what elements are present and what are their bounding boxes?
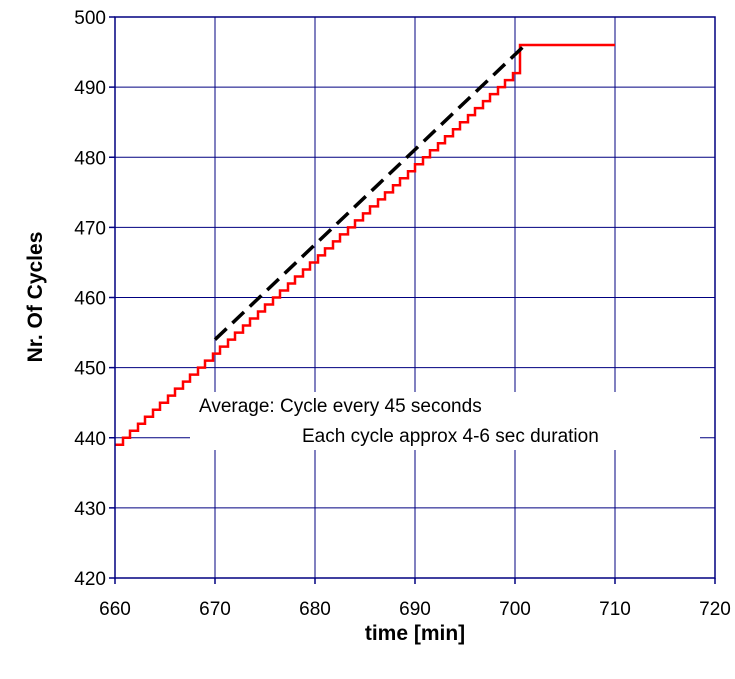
y-tick-label: 470: [74, 218, 106, 239]
annotation-box: [190, 392, 700, 450]
y-tick-label: 420: [74, 569, 106, 590]
y-tick-labels: 420 430 440 450 460 470 480 490 500: [74, 8, 106, 590]
y-tick-label: 440: [74, 429, 106, 450]
annotation-line-1: Average: Cycle every 45 seconds: [199, 396, 482, 417]
x-tick-label: 660: [99, 599, 131, 620]
series-layer: [115, 43, 615, 447]
y-tick-label: 430: [74, 499, 106, 520]
x-tick-label: 690: [399, 599, 431, 620]
grid: [115, 17, 715, 578]
x-tick-labels: 660 670 680 690 700 710 720: [99, 599, 731, 620]
x-tick-label: 680: [299, 599, 331, 620]
x-tick-label: 700: [499, 599, 531, 620]
annotation-line-2: Each cycle approx 4-6 sec duration: [302, 426, 599, 447]
y-tick-label: 500: [74, 8, 106, 29]
series-line-measured: [115, 43, 615, 447]
x-axis-title: time [min]: [365, 622, 465, 645]
ticks: [109, 16, 716, 584]
y-axis-title: Nr. Of Cycles: [24, 232, 47, 363]
y-tick-label: 480: [74, 148, 106, 169]
y-tick-label: 450: [74, 359, 106, 380]
y-tick-label: 460: [74, 289, 106, 310]
y-tick-label: 490: [74, 78, 106, 99]
x-tick-label: 720: [699, 599, 731, 620]
x-tick-label: 710: [599, 599, 631, 620]
x-tick-label: 670: [199, 599, 231, 620]
